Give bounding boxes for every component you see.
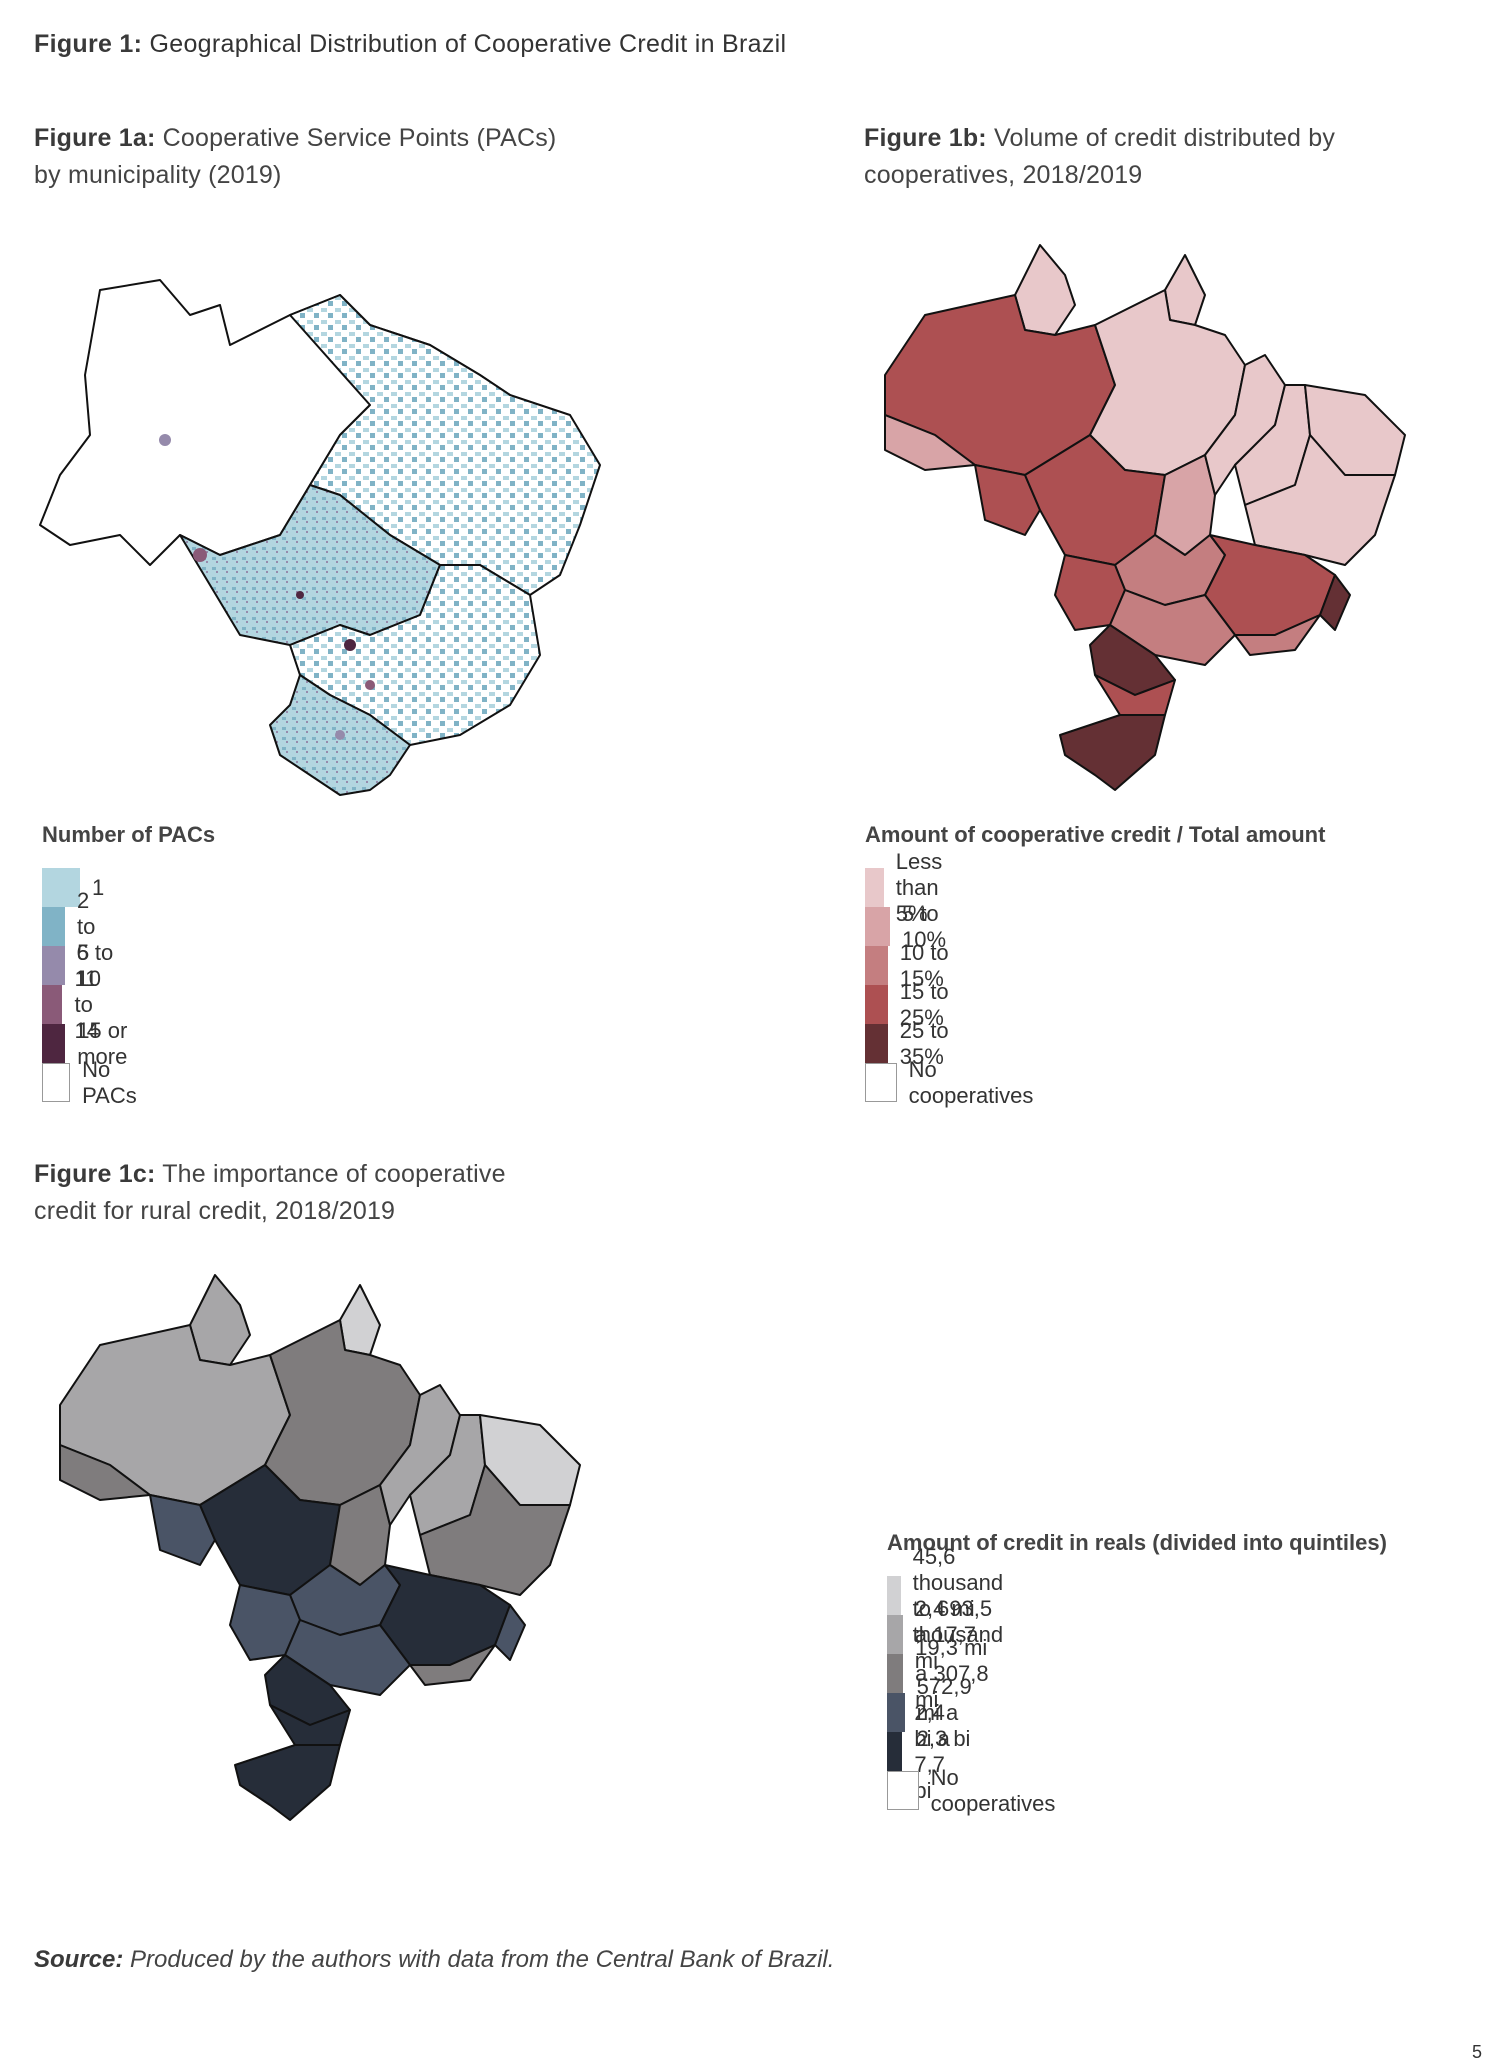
legend-1c-item: 19,3 mi a 307,8 mi xyxy=(887,1635,992,1712)
figure-1c-caption-line1: The importance of cooperative xyxy=(162,1160,506,1188)
legend-1c-item: 2,4 bi a 7,7 bi xyxy=(887,1700,968,1803)
legend-swatch xyxy=(865,985,888,1024)
figure-title: Figure 1: Geographical Distribution of C… xyxy=(34,30,786,59)
source-label: Source: xyxy=(34,1946,124,1973)
legend-swatch xyxy=(42,985,63,1024)
legend-1c-title: Amount of credit in reals (divided into … xyxy=(887,1530,1387,1555)
legend-label: 2,4 bi a 7,7 bi xyxy=(914,1699,950,1803)
figure-1c-caption-line2: credit for rural credit, 2018/2019 xyxy=(34,1197,396,1225)
legend-1b-item: 25 to 35% xyxy=(865,1018,959,1069)
map-1a-brazil-pacs xyxy=(39,279,601,796)
map-1b-state-ap xyxy=(1164,254,1206,326)
figure-title-label: Figure 1: xyxy=(34,30,143,58)
legend-label: 1 xyxy=(92,874,105,900)
figure-1a-caption-line2: by municipality (2019) xyxy=(34,161,282,189)
legend-swatch xyxy=(865,868,884,907)
legend-label: No cooperatives xyxy=(930,1764,1056,1816)
legend-swatch xyxy=(865,1063,897,1102)
map-1c-brazil-rural-credit xyxy=(59,1274,581,1821)
map-1b-brazil-credit-volume xyxy=(884,244,1406,791)
legend-label: No cooperatives xyxy=(908,1056,1034,1108)
legend-swatch xyxy=(887,1771,919,1810)
legend-swatch xyxy=(887,1654,904,1693)
legend-1b-item: 5 to 10% xyxy=(865,901,959,952)
legend-1b-item: 15 to 25% xyxy=(865,979,959,1030)
figure-1c-label: Figure 1c: xyxy=(34,1160,156,1188)
map-1a-hotspots xyxy=(159,434,375,740)
legend-label: 2 to 5 xyxy=(77,887,96,965)
legend-1a-item: No PACs xyxy=(42,1057,147,1108)
map-1c-state-rr xyxy=(189,1274,251,1366)
legend-swatch xyxy=(887,1615,903,1654)
legend-swatch xyxy=(887,1693,905,1732)
source-text: Produced by the authors with data from t… xyxy=(130,1946,835,1973)
source-note: Source: Produced by the authors with dat… xyxy=(34,1946,834,1974)
legend-1c-item: 572,9 mi a 2,3 bi xyxy=(887,1674,992,1751)
figure-1b-caption-line2: cooperatives, 2018/2019 xyxy=(864,161,1143,189)
map-1a-states xyxy=(39,279,601,796)
legend-label: 45,6 thousand to 693,5 thousand xyxy=(912,1543,1004,1647)
figure-1a-caption-line1: Cooperative Service Points (PACs) xyxy=(162,124,557,152)
legend-1a-item: 6 to 10 xyxy=(42,940,116,991)
legend-label: 2,4 mi a 17,7 mi xyxy=(914,1595,976,1673)
figure-title-text: Geographical Distribution of Cooperative… xyxy=(149,30,787,58)
legend-1b-item: No cooperatives xyxy=(865,1057,1040,1108)
legend-label: 10 to 15% xyxy=(899,939,949,991)
legend-label: 15 or more xyxy=(77,1017,128,1069)
legend-label: 572,9 mi a 2,3 bi xyxy=(916,1673,972,1751)
legend-swatch xyxy=(887,1732,903,1771)
legend-1c-item: 45,6 thousand to 693,5 thousand xyxy=(887,1544,1028,1647)
legend-1a-item: 15 or more xyxy=(42,1018,142,1069)
map-1b-state-rj xyxy=(1234,614,1321,656)
legend-1c-item: No cooperatives xyxy=(887,1765,1062,1816)
map-1b-state-rs xyxy=(1059,714,1166,791)
figure-1b-caption-line1: Volume of credit distributed by xyxy=(994,124,1336,152)
map-1c-state-ap xyxy=(339,1284,381,1356)
map-1b-state-ro xyxy=(974,464,1041,536)
legend-swatch xyxy=(865,907,890,946)
legend-swatch xyxy=(865,946,888,985)
legend-swatch xyxy=(887,1576,901,1615)
legend-1b-title: Amount of cooperative credit / Total amo… xyxy=(865,822,1326,847)
legend-1c-item: 2,4 mi a 17,7 mi xyxy=(887,1596,980,1673)
legend-swatch xyxy=(42,1024,66,1063)
legend-1a-title: Number of PACs xyxy=(42,822,216,847)
figure-1c-caption: Figure 1c: The importance of cooperative… xyxy=(34,1156,506,1230)
legend-1b-item: 10 to 15% xyxy=(865,940,959,991)
map-1c-state-ro xyxy=(149,1494,216,1566)
legend-label: No PACs xyxy=(82,1056,137,1108)
map-1c-state-rj xyxy=(409,1644,496,1686)
legend-1a-item: 2 to 5 xyxy=(42,888,110,965)
legend-label: 5 to 10% xyxy=(901,900,947,952)
legend-swatch xyxy=(42,946,65,985)
legend-label: 6 to 10 xyxy=(76,939,114,991)
figure-1b-caption: Figure 1b: Volume of credit distributed … xyxy=(864,120,1335,194)
figure-1a-caption: Figure 1a: Cooperative Service Points (P… xyxy=(34,120,556,194)
legend-swatch xyxy=(865,1024,888,1063)
legend-label: 11 to 14 xyxy=(74,965,99,1043)
page-number: 5 xyxy=(1472,2042,1483,2062)
legend-label: 15 to 25% xyxy=(899,978,949,1030)
legend-label: 25 to 35% xyxy=(899,1017,949,1069)
legend-swatch xyxy=(42,1063,71,1102)
map-1b-state-rr xyxy=(1014,244,1076,336)
legend-1b-item: Less than 5% xyxy=(865,849,961,926)
legend-label: 19,3 mi a 307,8 mi xyxy=(915,1634,989,1712)
map-1b-state-sc xyxy=(1094,674,1176,716)
legend-1a-item: 11 to 14 xyxy=(42,966,116,1043)
map-1b-state-ac xyxy=(884,414,976,471)
figure-1b-label: Figure 1b: xyxy=(864,124,987,152)
map-1c-state-es xyxy=(494,1604,526,1661)
legend-1a-item: 1 xyxy=(42,868,104,907)
figure-1a-label: Figure 1a: xyxy=(34,124,156,152)
map-1c-state-sc xyxy=(269,1704,351,1746)
map-1c-state-rs xyxy=(234,1744,341,1821)
map-1b-state-es xyxy=(1319,574,1351,631)
legend-swatch xyxy=(42,868,80,907)
map-1c-state-ac xyxy=(59,1444,151,1501)
legend-swatch xyxy=(42,907,66,946)
legend-label: Less than 5% xyxy=(895,848,943,926)
